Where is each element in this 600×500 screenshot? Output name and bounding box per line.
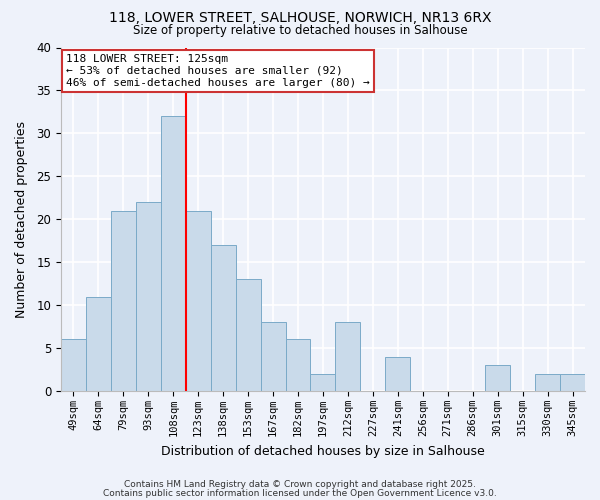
Text: Contains public sector information licensed under the Open Government Licence v3: Contains public sector information licen…: [103, 488, 497, 498]
Y-axis label: Number of detached properties: Number of detached properties: [15, 121, 28, 318]
Bar: [310, 374, 335, 391]
Text: 118 LOWER STREET: 125sqm
← 53% of detached houses are smaller (92)
46% of semi-d: 118 LOWER STREET: 125sqm ← 53% of detach…: [66, 54, 370, 88]
Bar: [61, 340, 86, 391]
Bar: [385, 356, 410, 391]
Bar: [186, 210, 211, 391]
Bar: [535, 374, 560, 391]
Text: 118, LOWER STREET, SALHOUSE, NORWICH, NR13 6RX: 118, LOWER STREET, SALHOUSE, NORWICH, NR…: [109, 11, 491, 25]
Bar: [286, 340, 310, 391]
Bar: [236, 280, 260, 391]
X-axis label: Distribution of detached houses by size in Salhouse: Distribution of detached houses by size …: [161, 444, 485, 458]
Bar: [136, 202, 161, 391]
Bar: [560, 374, 585, 391]
Bar: [211, 245, 236, 391]
Text: Contains HM Land Registry data © Crown copyright and database right 2025.: Contains HM Land Registry data © Crown c…: [124, 480, 476, 489]
Bar: [260, 322, 286, 391]
Text: Size of property relative to detached houses in Salhouse: Size of property relative to detached ho…: [133, 24, 467, 37]
Bar: [485, 366, 510, 391]
Bar: [161, 116, 186, 391]
Bar: [335, 322, 361, 391]
Bar: [86, 296, 111, 391]
Bar: [111, 210, 136, 391]
